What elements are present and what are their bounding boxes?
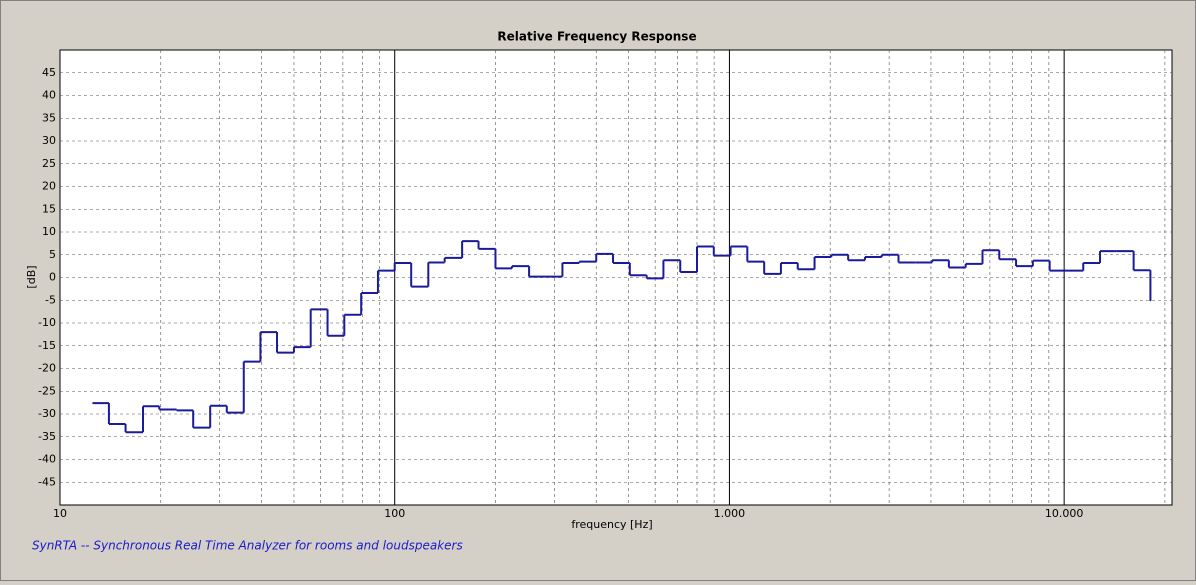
y-tick-label: -35 [38, 430, 56, 443]
x-axis-label: frequency [Hz] [571, 518, 652, 531]
x-tick-label: 10 [53, 507, 67, 520]
y-tick-label: 10 [42, 225, 56, 238]
y-tick-label: 35 [42, 111, 56, 124]
x-tick-label: 100 [384, 507, 405, 520]
y-tick-label: 5 [49, 248, 56, 261]
y-tick-label: 15 [42, 202, 56, 215]
y-tick-label: -45 [38, 475, 56, 488]
y-tick-label: -40 [38, 453, 56, 466]
chart-title: Relative Frequency Response [497, 30, 696, 44]
footer: SynRTA -- Synchronous Real Time Analyzer… [32, 539, 463, 553]
y-tick-label: -15 [38, 339, 56, 352]
y-tick-label: 20 [42, 180, 56, 193]
step-end [1149, 299, 1152, 302]
y-tick-label: -30 [38, 407, 56, 420]
y-tick-label: 45 [42, 66, 56, 79]
y-tick-label: 30 [42, 134, 56, 147]
y-tick-label: -25 [38, 384, 56, 397]
x-tick-label: 1.000 [714, 507, 746, 520]
y-tick-label: 25 [42, 157, 56, 170]
y-tick-label: 0 [49, 271, 56, 284]
y-axis-label: [dB] [25, 265, 38, 288]
plot-area [59, 49, 1173, 506]
x-tick-label: 10.000 [1045, 507, 1084, 520]
y-tick-label: -5 [45, 293, 56, 306]
y-tick-label: 40 [42, 89, 56, 102]
y-tick-label: -20 [38, 362, 56, 375]
y-tick-label: -10 [38, 316, 56, 329]
